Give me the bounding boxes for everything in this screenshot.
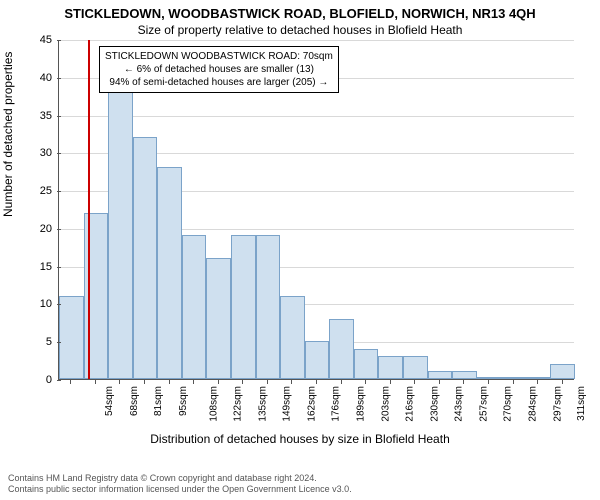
x-tick-mark: [95, 380, 96, 384]
chart-container: Number of detached properties STICKLEDOW…: [0, 40, 600, 450]
annotation-line-2: ← 6% of detached houses are smaller (13): [105, 63, 333, 76]
footer-line-1: Contains HM Land Registry data © Crown c…: [8, 473, 352, 485]
x-tick-label: 203sqm: [380, 386, 391, 422]
x-tick-mark: [463, 380, 464, 384]
histogram-bar: [108, 92, 133, 379]
x-tick-label: 216sqm: [405, 386, 416, 422]
x-tick-label: 311sqm: [576, 386, 587, 421]
chart-subtitle: Size of property relative to detached ho…: [0, 21, 600, 37]
x-tick-mark: [513, 380, 514, 384]
property-marker-line: [88, 40, 90, 379]
x-axis-label: Distribution of detached houses by size …: [0, 432, 600, 446]
x-tick-label: 81sqm: [153, 386, 164, 416]
y-tick-label: 5: [0, 336, 52, 348]
x-tick-label: 243sqm: [454, 386, 465, 422]
x-tick-label: 230sqm: [429, 386, 440, 422]
y-tick-label: 45: [0, 34, 52, 46]
y-tick-mark: [57, 380, 61, 381]
histogram-bar: [378, 356, 403, 379]
x-tick-mark: [537, 380, 538, 384]
x-tick-mark: [341, 380, 342, 384]
x-tick-mark: [562, 380, 563, 384]
x-tick-label: 122sqm: [233, 386, 244, 422]
y-tick-mark: [57, 304, 61, 305]
x-tick-label: 176sqm: [331, 386, 342, 422]
x-tick-label: 54sqm: [104, 386, 115, 416]
histogram-bar: [477, 377, 502, 379]
y-tick-label: 20: [0, 223, 52, 235]
histogram-bar: [59, 296, 84, 379]
x-tick-mark: [119, 380, 120, 384]
x-tick-mark: [242, 380, 243, 384]
histogram-bar: [133, 137, 158, 379]
histogram-bar: [452, 371, 477, 379]
y-tick-mark: [57, 153, 61, 154]
histogram-bar: [84, 213, 109, 379]
histogram-bar: [550, 364, 575, 379]
x-tick-mark: [291, 380, 292, 384]
x-tick-mark: [488, 380, 489, 384]
histogram-bar: [182, 235, 207, 379]
gridline: [59, 116, 574, 117]
x-tick-label: 149sqm: [282, 386, 293, 422]
histogram-bar: [157, 167, 182, 379]
histogram-bar: [354, 349, 379, 379]
x-tick-label: 68sqm: [129, 386, 140, 416]
x-tick-label: 189sqm: [356, 386, 367, 422]
x-tick-mark: [439, 380, 440, 384]
chart-main-title: STICKLEDOWN, WOODBASTWICK ROAD, BLOFIELD…: [0, 0, 600, 21]
x-tick-mark: [70, 380, 71, 384]
x-tick-label: 108sqm: [208, 386, 219, 422]
y-tick-mark: [57, 229, 61, 230]
y-tick-mark: [57, 191, 61, 192]
y-tick-label: 25: [0, 185, 52, 197]
annotation-box: STICKLEDOWN WOODBASTWICK ROAD: 70sqm ← 6…: [99, 46, 339, 93]
x-tick-mark: [169, 380, 170, 384]
annotation-line-1: STICKLEDOWN WOODBASTWICK ROAD: 70sqm: [105, 50, 333, 63]
y-tick-mark: [57, 78, 61, 79]
histogram-bar: [428, 371, 453, 379]
y-tick-mark: [57, 267, 61, 268]
plot-area: STICKLEDOWN WOODBASTWICK ROAD: 70sqm ← 6…: [58, 40, 574, 380]
y-tick-mark: [57, 342, 61, 343]
x-tick-mark: [365, 380, 366, 384]
x-tick-label: 270sqm: [503, 386, 514, 422]
x-tick-label: 257sqm: [478, 386, 489, 422]
y-tick-label: 15: [0, 261, 52, 273]
y-tick-label: 0: [0, 374, 52, 386]
x-tick-mark: [144, 380, 145, 384]
y-tick-mark: [57, 40, 61, 41]
histogram-bar: [280, 296, 305, 379]
histogram-bar: [501, 377, 526, 379]
x-tick-label: 284sqm: [528, 386, 539, 422]
annotation-line-3: 94% of semi-detached houses are larger (…: [105, 76, 333, 89]
x-tick-mark: [193, 380, 194, 384]
footer-credits: Contains HM Land Registry data © Crown c…: [8, 473, 352, 496]
histogram-bar: [256, 235, 281, 379]
histogram-bar: [231, 235, 256, 379]
histogram-bar: [329, 319, 354, 379]
x-tick-label: 162sqm: [306, 386, 317, 422]
footer-line-2: Contains public sector information licen…: [8, 484, 352, 496]
y-tick-label: 30: [0, 147, 52, 159]
x-tick-mark: [316, 380, 317, 384]
histogram-bar: [305, 341, 330, 379]
histogram-bar: [206, 258, 231, 379]
y-tick-label: 10: [0, 298, 52, 310]
y-tick-label: 35: [0, 110, 52, 122]
x-tick-label: 135sqm: [257, 386, 268, 422]
y-tick-mark: [57, 116, 61, 117]
x-tick-mark: [390, 380, 391, 384]
x-tick-label: 95sqm: [178, 386, 189, 416]
histogram-bar: [526, 377, 551, 379]
x-tick-mark: [218, 380, 219, 384]
histogram-bar: [403, 356, 428, 379]
gridline: [59, 40, 574, 41]
x-tick-mark: [414, 380, 415, 384]
x-tick-mark: [267, 380, 268, 384]
y-tick-label: 40: [0, 72, 52, 84]
x-tick-label: 297sqm: [552, 386, 563, 422]
